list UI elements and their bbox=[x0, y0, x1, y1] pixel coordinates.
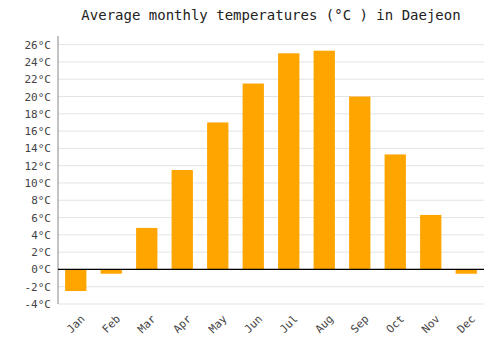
grid-line bbox=[58, 286, 484, 287]
title: Average monthly temperatures (°C ) in Da… bbox=[81, 7, 460, 23]
x-tick-label: May bbox=[206, 312, 230, 336]
bars bbox=[65, 51, 477, 291]
grid-line bbox=[58, 44, 484, 45]
chart: Average monthly temperatures (°C ) in Da… bbox=[0, 0, 500, 350]
grid-line bbox=[58, 96, 484, 97]
y-tick-label: 0°C bbox=[31, 263, 51, 276]
x-tick-label: Nov bbox=[419, 312, 443, 336]
grid-line bbox=[58, 61, 484, 62]
x-tick-label: Jan bbox=[64, 313, 87, 336]
bar bbox=[385, 154, 406, 269]
grid bbox=[58, 45, 484, 304]
x-tick-label: Feb bbox=[100, 313, 123, 336]
bar bbox=[172, 170, 193, 269]
y-tick-label: 12°C bbox=[25, 160, 52, 173]
bar bbox=[456, 269, 477, 273]
bar bbox=[243, 84, 264, 270]
y-tick-label: 16°C bbox=[25, 125, 52, 138]
bar bbox=[65, 269, 86, 291]
grid-line bbox=[58, 269, 484, 270]
y-tick-label: 10°C bbox=[25, 177, 52, 190]
y-axis-line bbox=[58, 36, 59, 304]
y-tick-label: 4°C bbox=[31, 229, 51, 242]
bar bbox=[314, 51, 335, 270]
y-tick-label: 20°C bbox=[25, 91, 52, 104]
grid-line bbox=[58, 131, 484, 132]
y-tick-label: 2°C bbox=[31, 246, 51, 259]
x-tick-label: Mar bbox=[135, 312, 159, 336]
x-tick-label: Aug bbox=[313, 313, 336, 336]
grid-line bbox=[58, 200, 484, 201]
x-tick-label: Jun bbox=[242, 313, 265, 336]
grid-line bbox=[58, 79, 484, 80]
x-tick-label: Jul bbox=[277, 313, 300, 336]
grid-line bbox=[58, 113, 484, 114]
y-ticks: -4°C -2°C 0°C 2°C 4°C 6°C 8°C 10°C 12°C 14°C 16°C 1… bbox=[25, 39, 52, 311]
y-tick-label: 22°C bbox=[25, 73, 52, 86]
grid-line bbox=[58, 182, 484, 183]
grid-line bbox=[58, 165, 484, 166]
grid-line bbox=[58, 148, 484, 149]
x-ticks: Jan Feb Mar Apr May Jun Jul Aug Sep Oct Nov Dec bbox=[64, 312, 478, 336]
y-tick-label: 24°C bbox=[25, 56, 52, 69]
zero-line bbox=[58, 269, 484, 270]
y-tick-label: 26°C bbox=[25, 39, 52, 52]
bar bbox=[420, 215, 441, 269]
x-tick-label: Sep bbox=[348, 313, 371, 336]
x-tick-label: Apr bbox=[171, 312, 195, 336]
bar bbox=[278, 53, 299, 269]
grid-line bbox=[58, 304, 484, 305]
x-tick-label: Oct bbox=[384, 313, 407, 336]
bar bbox=[136, 228, 157, 269]
y-tick-label: 18°C bbox=[25, 108, 52, 121]
y-tick-label: 8°C bbox=[31, 194, 51, 207]
bar bbox=[207, 122, 228, 269]
y-tick-label: 6°C bbox=[31, 212, 51, 225]
x-tick-label: Dec bbox=[455, 313, 478, 336]
y-tick-label: -2°C bbox=[25, 281, 52, 294]
y-tick-label: 14°C bbox=[25, 142, 52, 155]
bar bbox=[349, 97, 370, 270]
y-tick-label: -4°C bbox=[25, 298, 52, 311]
bar bbox=[101, 269, 122, 273]
